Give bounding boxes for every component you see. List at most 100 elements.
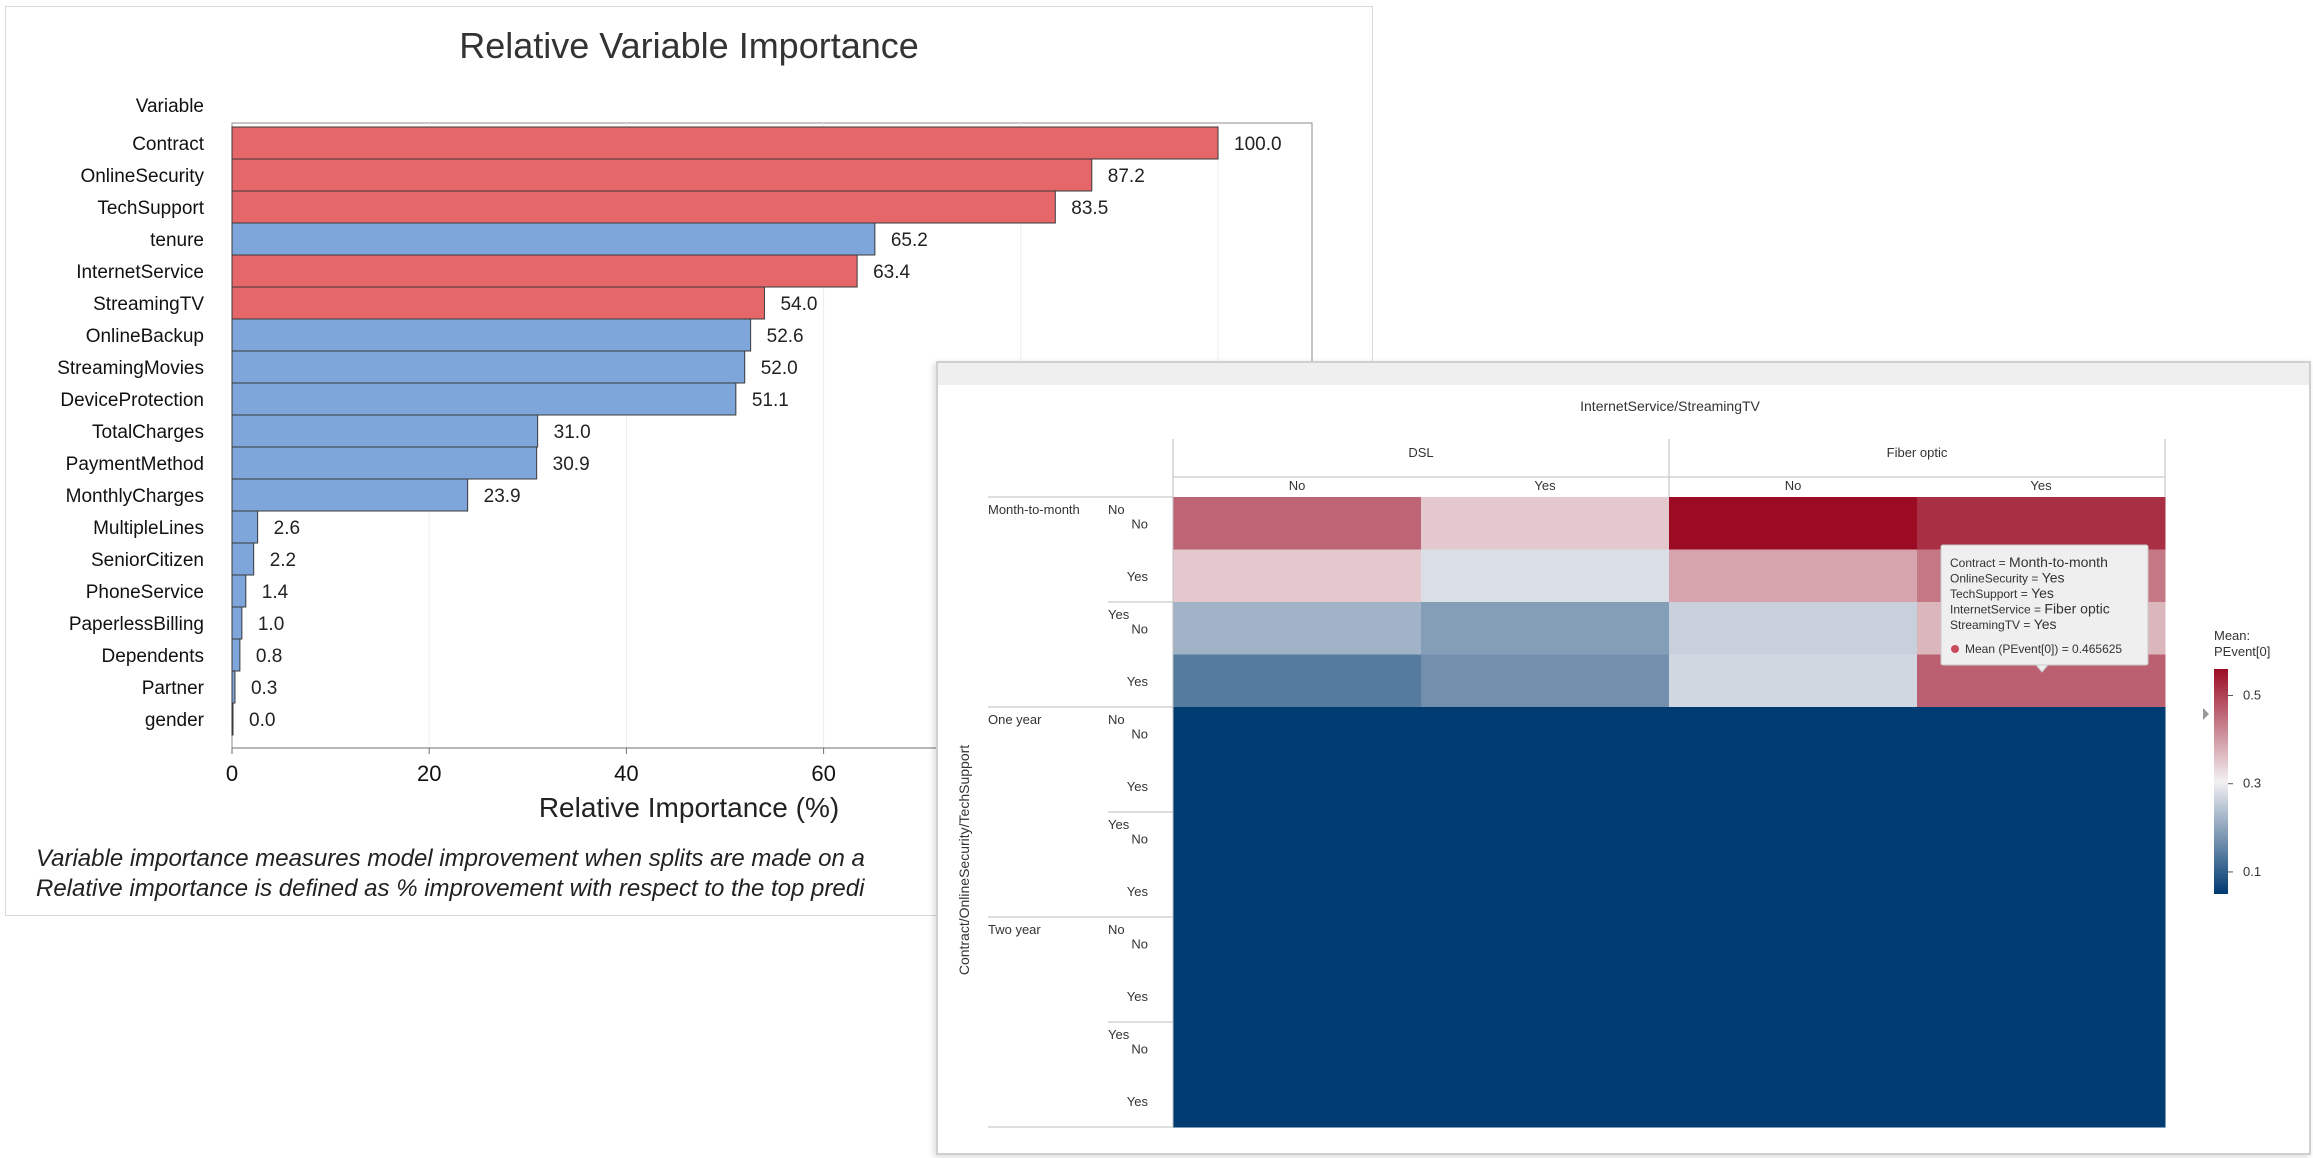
heatmap-cell [1421,602,1670,655]
data-label: 0.0 [249,710,275,731]
column-label: No [1785,478,1802,493]
heatmap-cell [1669,549,1918,603]
heatmap-cell [1669,497,1918,550]
bar [231,190,1056,224]
heatmap-cell [1173,864,1422,918]
bar [231,350,746,384]
heatmap-panel-header [938,363,2309,385]
category-label: OnlineSecurity [80,166,204,187]
tooltip-key: InternetService = [1950,603,2044,617]
row-group-label: Two year [988,922,1041,937]
row-label: Yes [1127,569,1149,584]
category-label: Dependents [102,646,204,667]
bar [231,158,1093,192]
row-label: No [1131,726,1148,741]
footnote-line-2: Relative importance is defined as % impr… [36,875,865,902]
heatmap-cell [1173,707,1422,760]
bar [231,702,234,736]
heatmap-cell [1669,654,1918,708]
tooltip-key: Contract = [1950,556,2009,570]
tooltip-value: Fiber optic [2044,601,2109,617]
heatmap-cell [1917,497,2166,550]
heatmap-cell [1669,602,1918,655]
row-group-label: Month-to-month [988,502,1080,517]
bar [231,478,469,512]
legend-tick-label: 0.5 [2243,687,2261,702]
tooltip-key: OnlineSecurity = [1950,572,2042,586]
x-tick-label: 40 [614,761,638,786]
row-label: No [1131,621,1148,636]
data-label: 2.6 [274,518,300,539]
tooltip-line: OnlineSecurity = Yes [1950,570,2065,586]
data-label: 52.0 [761,358,798,379]
heatmap-cell [1173,497,1422,550]
category-label: TechSupport [97,198,204,219]
category-label: Partner [142,678,205,699]
legend-title-line-2: PEvent[0] [2214,644,2270,659]
category-label: Contract [132,134,205,155]
heatmap-cell [1173,1074,1422,1128]
tooltip-value: Yes [2031,585,2054,601]
tooltip-line: Contract = Month-to-month [1950,554,2108,570]
heatmap-cell [1669,917,1918,970]
heatmap-cell [1917,864,2166,918]
bar [231,414,539,448]
data-label: 51.1 [752,390,789,411]
bar [231,542,255,576]
column-label: Yes [2030,478,2052,493]
category-label: PaperlessBilling [69,614,204,635]
heatmap-cell [1421,1074,1670,1128]
row-label: No [1131,831,1148,846]
row-group-label: One year [988,712,1042,727]
y-axis-title: Variable [136,96,204,117]
bar [231,670,236,704]
row-label: No [1131,936,1148,951]
tooltip-value: Yes [2034,616,2057,632]
heatmap-cell [1669,969,1918,1023]
heatmap-cell [1669,1074,1918,1128]
category-label: PaymentMethod [66,454,204,475]
tooltip-line: InternetService = Fiber optic [1950,601,2110,617]
category-label: TotalCharges [92,422,204,443]
legend-title-line-1: Mean: [2214,628,2250,643]
heatmap-cell [1421,654,1670,708]
bar [231,126,1219,160]
heatmap-y-axis-title: Contract/OnlineSecurity/TechSupport [956,745,972,975]
category-label: InternetService [76,262,204,283]
data-label: 65.2 [891,230,928,251]
column-group-label: Fiber optic [1887,445,1948,460]
row-label: Yes [1127,779,1149,794]
row-label: No [1131,1041,1148,1056]
column-label: No [1289,478,1306,493]
tooltip-line: StreamingTV = Yes [1950,616,2057,632]
heatmap-cell [1917,969,2166,1023]
heatmap-panel: InternetService/StreamingTV DSL No Yes Fiber… [936,361,2311,1155]
x-tick-label: 20 [417,761,441,786]
legend-slider-handle [2203,708,2209,720]
data-label: 54.0 [780,294,817,315]
heatmap-cell [1917,1074,2166,1128]
data-label: 1.0 [258,614,284,635]
heatmap-cell [1173,654,1422,708]
category-label: tenure [150,230,204,251]
heatmap-cell [1421,707,1670,760]
category-label: StreamingTV [93,294,204,315]
heatmap-cell [1173,917,1422,970]
heatmap-cell [1669,1022,1918,1075]
heatmap-cell [1173,759,1422,813]
data-label: 87.2 [1108,166,1145,187]
heatmap-cell [1173,602,1422,655]
legend-tick-label: 0.1 [2243,864,2261,879]
heatmap-cell [1421,759,1670,813]
bar [231,510,259,544]
data-label: 30.9 [553,454,590,475]
data-label: 100.0 [1234,134,1282,155]
category-label: OnlineBackup [86,326,204,347]
tooltip-key: StreamingTV = [1950,618,2034,632]
row-label: No [1131,516,1148,531]
data-label: 52.6 [767,326,804,347]
data-label: 83.5 [1071,198,1108,219]
row-subgroup-label: Yes [1108,1027,1130,1042]
legend-tick-label: 0.3 [2243,776,2261,791]
